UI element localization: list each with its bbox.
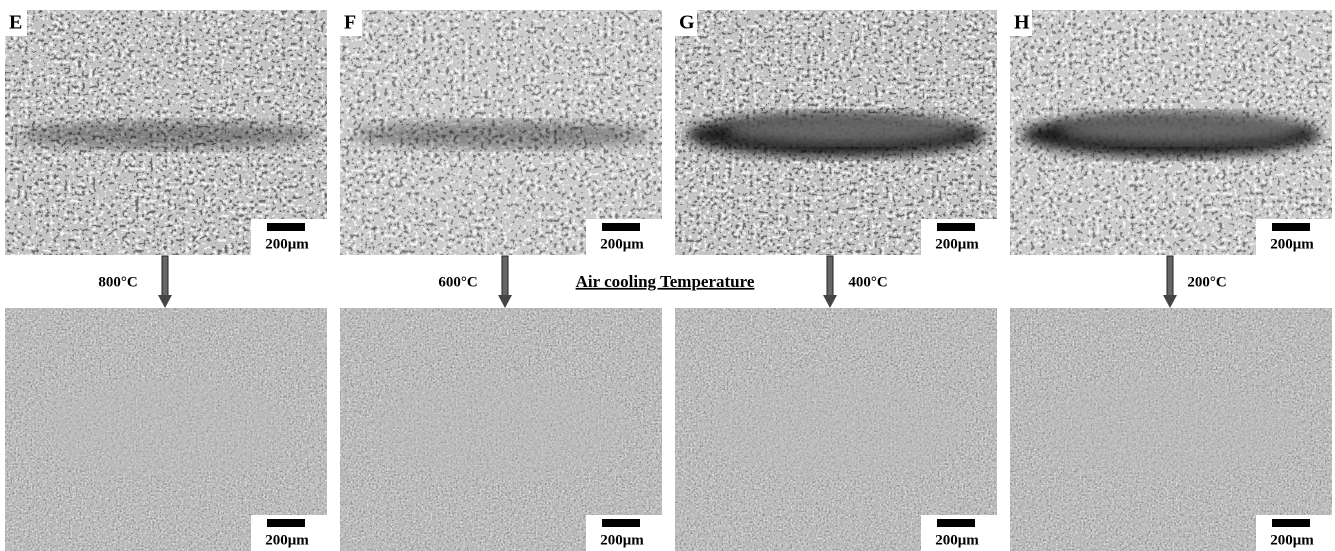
scale-bar-label: 200μm (935, 236, 979, 252)
scale-bar-label: 200μm (1270, 532, 1314, 548)
arrow-head (498, 295, 512, 308)
scale-bar (602, 223, 640, 231)
arrow-shaft (162, 256, 168, 296)
scale-bar (602, 519, 640, 527)
weld-band (351, 121, 651, 149)
weld-band (1061, 116, 1301, 144)
scale-bar-label: 200μm (265, 532, 309, 548)
temperature-label: 800°C (98, 274, 137, 290)
scale-bar (267, 223, 305, 231)
scale-bar (267, 519, 305, 527)
panel-label: H (1014, 12, 1030, 34)
arrow-shaft (1167, 256, 1173, 296)
scale-bar (937, 223, 975, 231)
figure: E 200μm 200μm 800°C F 200μm 200μm 600°C G 200μm 20… (0, 0, 1335, 551)
center-label: Air cooling Temperature (576, 272, 755, 291)
haze (36, 378, 296, 478)
temperature-label: 600°C (438, 274, 477, 290)
weld-band (16, 121, 316, 149)
scale-bar-label: 200μm (265, 236, 309, 252)
scale-bar-label: 200μm (1270, 236, 1314, 252)
temperature-label: 200°C (1187, 274, 1226, 290)
arrow-head (823, 295, 837, 308)
arrow-head (158, 295, 172, 308)
scale-bar (1272, 223, 1310, 231)
haze (371, 378, 631, 478)
scale-bar-label: 200μm (935, 532, 979, 548)
temperature-label: 400°C (848, 274, 887, 290)
scale-bar-label: 200μm (600, 532, 644, 548)
arrow-shaft (827, 256, 833, 296)
panel-label: G (679, 12, 695, 34)
scale-bar-label: 200μm (600, 236, 644, 252)
arrow-head (1163, 295, 1177, 308)
scale-bar (937, 519, 975, 527)
haze (706, 378, 966, 478)
arrow-shaft (502, 256, 508, 296)
scale-bar (1272, 519, 1310, 527)
panel-label: E (9, 12, 22, 34)
panel-label: F (344, 12, 356, 34)
haze (1041, 378, 1301, 478)
weld-band (726, 116, 966, 144)
